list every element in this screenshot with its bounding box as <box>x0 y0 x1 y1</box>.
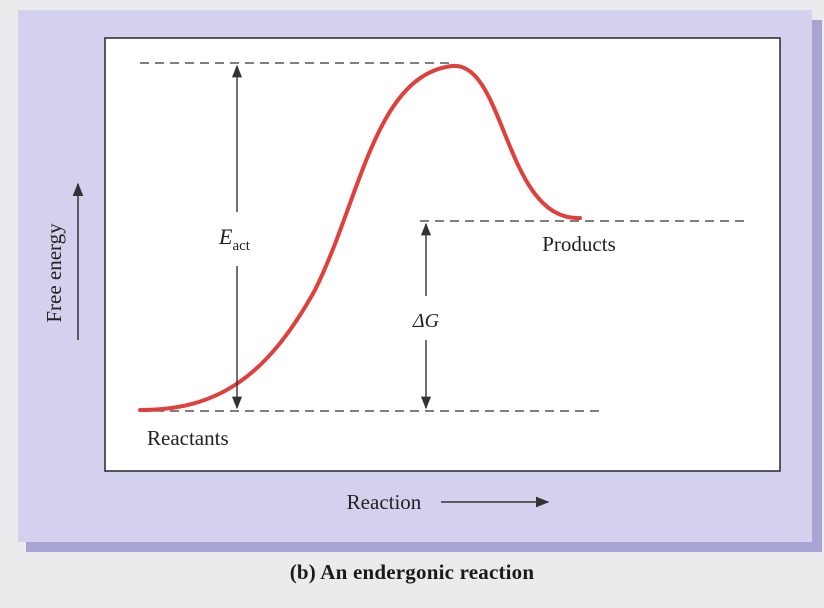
figure-caption: (b) An endergonic reaction <box>289 560 535 584</box>
x-axis-label: Reaction <box>347 490 422 514</box>
activation-energy-symbol: E <box>218 224 233 249</box>
activation-energy-label: Eact <box>218 224 251 254</box>
y-axis-label: Free energy <box>42 223 66 323</box>
plot-frame <box>104 37 781 472</box>
activation-energy-subscript: act <box>232 238 250 254</box>
delta-g-label: ΔG <box>412 310 440 332</box>
energy-curve <box>138 63 582 412</box>
reactants-label: Reactants <box>147 426 229 450</box>
products-label: Products <box>542 232 616 256</box>
